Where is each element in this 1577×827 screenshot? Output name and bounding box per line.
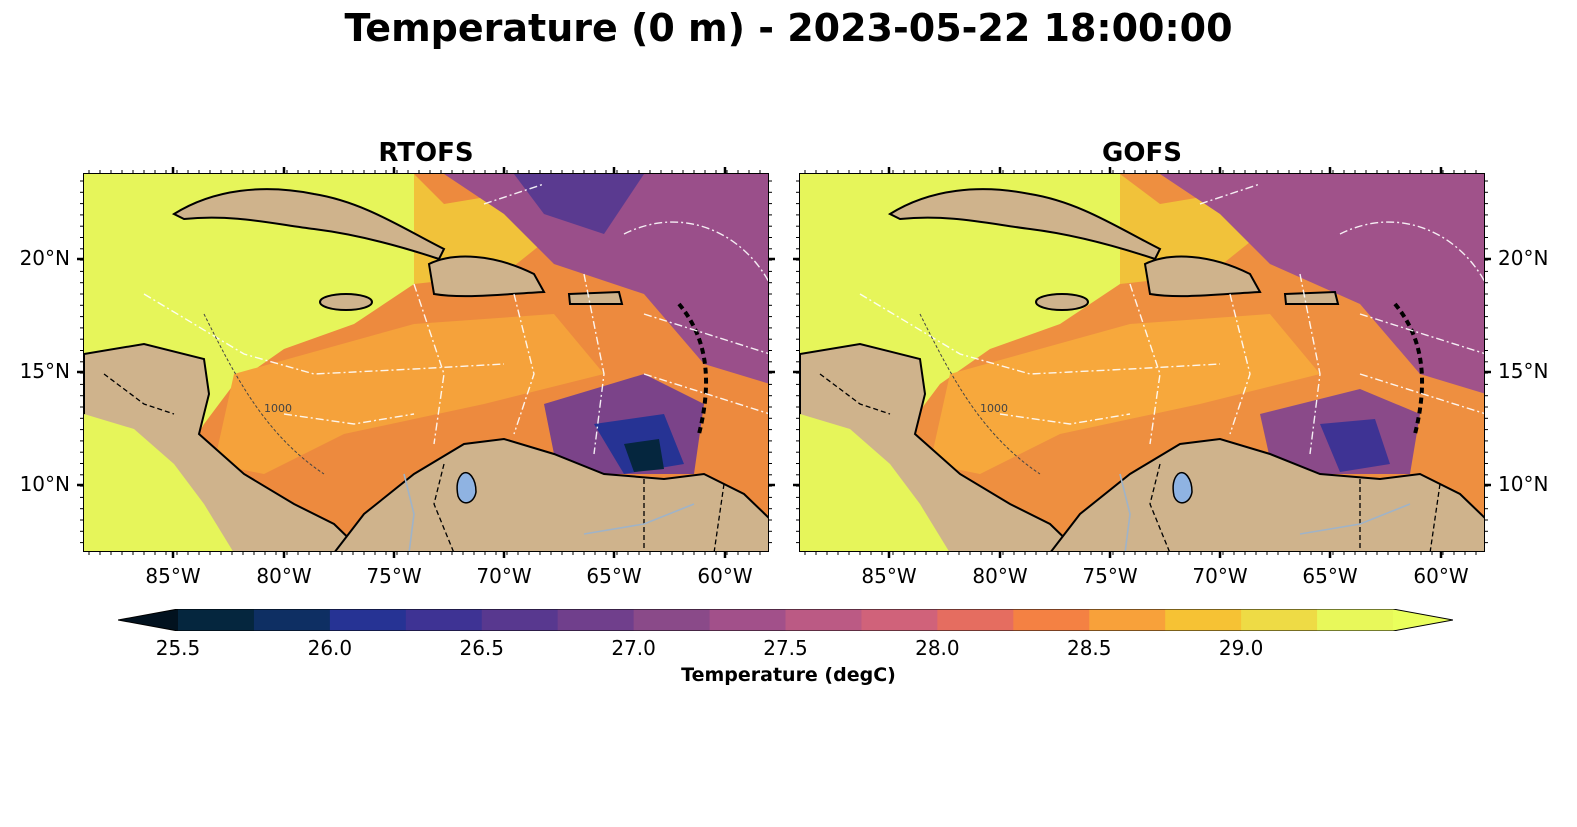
lat-tick-label-right: 10°N — [1498, 472, 1549, 496]
panel-title-rtofs: RTOFS — [378, 138, 474, 168]
colorbar-segment — [785, 609, 862, 631]
country-borders — [103, 373, 725, 551]
land-cuba — [171, 188, 446, 261]
colorbar-label: Temperature (degC) — [681, 664, 896, 686]
map-panel-rtofs: 1000 — [83, 173, 769, 552]
colorbar-segment — [861, 609, 938, 631]
eez-boundaries — [859, 183, 1484, 455]
colorbar-extend-min — [118, 609, 178, 631]
colorbar-segment — [937, 609, 1014, 631]
colorbar-extend-max — [1393, 609, 1453, 631]
map-gofs: 1000 — [800, 174, 1484, 551]
rivers — [1119, 473, 1411, 551]
colorbar-segment — [178, 609, 255, 631]
land-hispaniola — [427, 255, 546, 298]
lesser-antilles — [1393, 302, 1425, 435]
land-jamaica — [319, 293, 373, 311]
lat-tick-label-right: 20°N — [1498, 246, 1549, 270]
colorbar-segment — [481, 609, 559, 631]
cool-water-region — [514, 174, 644, 234]
colorbar-segment — [1013, 609, 1090, 631]
ocean-band — [930, 314, 1320, 474]
panel-title-gofs: GOFS — [1102, 138, 1182, 168]
lat-tick-label-left: 10°N — [19, 472, 70, 496]
country-borders — [819, 373, 1441, 551]
lon-tick-label: 80°W — [256, 564, 312, 588]
colorbar-segment — [1241, 609, 1318, 631]
warm-water-region — [414, 174, 554, 284]
cool-water-region — [1160, 174, 1484, 394]
colorbar-segment — [329, 609, 407, 631]
cool-water-region — [1320, 419, 1390, 472]
colorbar-segment — [1317, 609, 1394, 631]
colorbar-segment — [633, 609, 711, 631]
lon-tick-label: 75°W — [1082, 564, 1138, 588]
lon-tick-label: 70°W — [476, 564, 532, 588]
eez-boundaries — [143, 183, 768, 455]
cool-water-region — [624, 439, 664, 472]
lat-tick-label-right: 15°N — [1498, 359, 1549, 383]
lesser-antilles — [677, 302, 709, 435]
ocean-band — [214, 314, 604, 474]
colorbar-segment — [557, 609, 635, 631]
colorbar-segment — [253, 609, 331, 631]
colorbar-tick-label: 27.5 — [763, 636, 808, 660]
colorbar-tick-label: 29.0 — [1218, 636, 1264, 660]
lake-maracaibo — [456, 472, 477, 504]
land-jamaica — [1035, 293, 1089, 311]
lon-tick-label: 85°W — [145, 564, 201, 588]
colorbar-segment — [405, 609, 483, 631]
lon-tick-label: 60°W — [1413, 564, 1469, 588]
lon-tick-label: 85°W — [861, 564, 917, 588]
colorbar-tick-label: 27.0 — [611, 636, 656, 660]
land-cuba — [887, 188, 1162, 261]
bathymetry-contour — [919, 313, 1041, 475]
lon-tick-label: 65°W — [586, 564, 642, 588]
colorbar-tick-label: 28.0 — [915, 636, 960, 660]
pacific-water — [84, 414, 233, 551]
bathymetry-contour — [203, 313, 325, 475]
colorbar-segment — [1165, 609, 1242, 631]
pacific-water — [800, 414, 949, 551]
colorbar-segment — [709, 609, 786, 631]
cool-water-region — [444, 174, 768, 384]
colorbar-svg — [117, 608, 1454, 632]
land-puerto-rico — [567, 290, 624, 305]
colorbar-tick-label: 26.0 — [307, 636, 353, 660]
figure-title: Temperature (0 m) - 2023-05-22 18:00:00 — [344, 6, 1233, 50]
lon-tick-label: 80°W — [972, 564, 1028, 588]
colorbar — [117, 608, 1454, 635]
map-panel-gofs: 1000 — [799, 173, 1485, 552]
land-hispaniola — [1143, 255, 1262, 298]
map-rtofs: 1000 — [84, 174, 768, 551]
lon-tick-label: 75°W — [366, 564, 422, 588]
lon-tick-label: 70°W — [1192, 564, 1248, 588]
lake-maracaibo — [1172, 472, 1193, 504]
colorbar-tick-label: 25.5 — [155, 636, 201, 660]
lon-tick-label: 60°W — [697, 564, 753, 588]
colorbar-segment — [1089, 609, 1166, 631]
contour-label: 1000 — [264, 402, 292, 415]
lat-tick-label-left: 20°N — [19, 246, 70, 270]
contour-label: 1000 — [980, 402, 1008, 415]
land-puerto-rico — [1283, 290, 1340, 305]
colorbar-tick-label: 26.5 — [459, 636, 505, 660]
colorbar-tick-label: 28.5 — [1066, 636, 1112, 660]
lon-tick-label: 65°W — [1302, 564, 1358, 588]
lat-tick-label-left: 15°N — [19, 359, 70, 383]
rivers — [403, 473, 695, 551]
